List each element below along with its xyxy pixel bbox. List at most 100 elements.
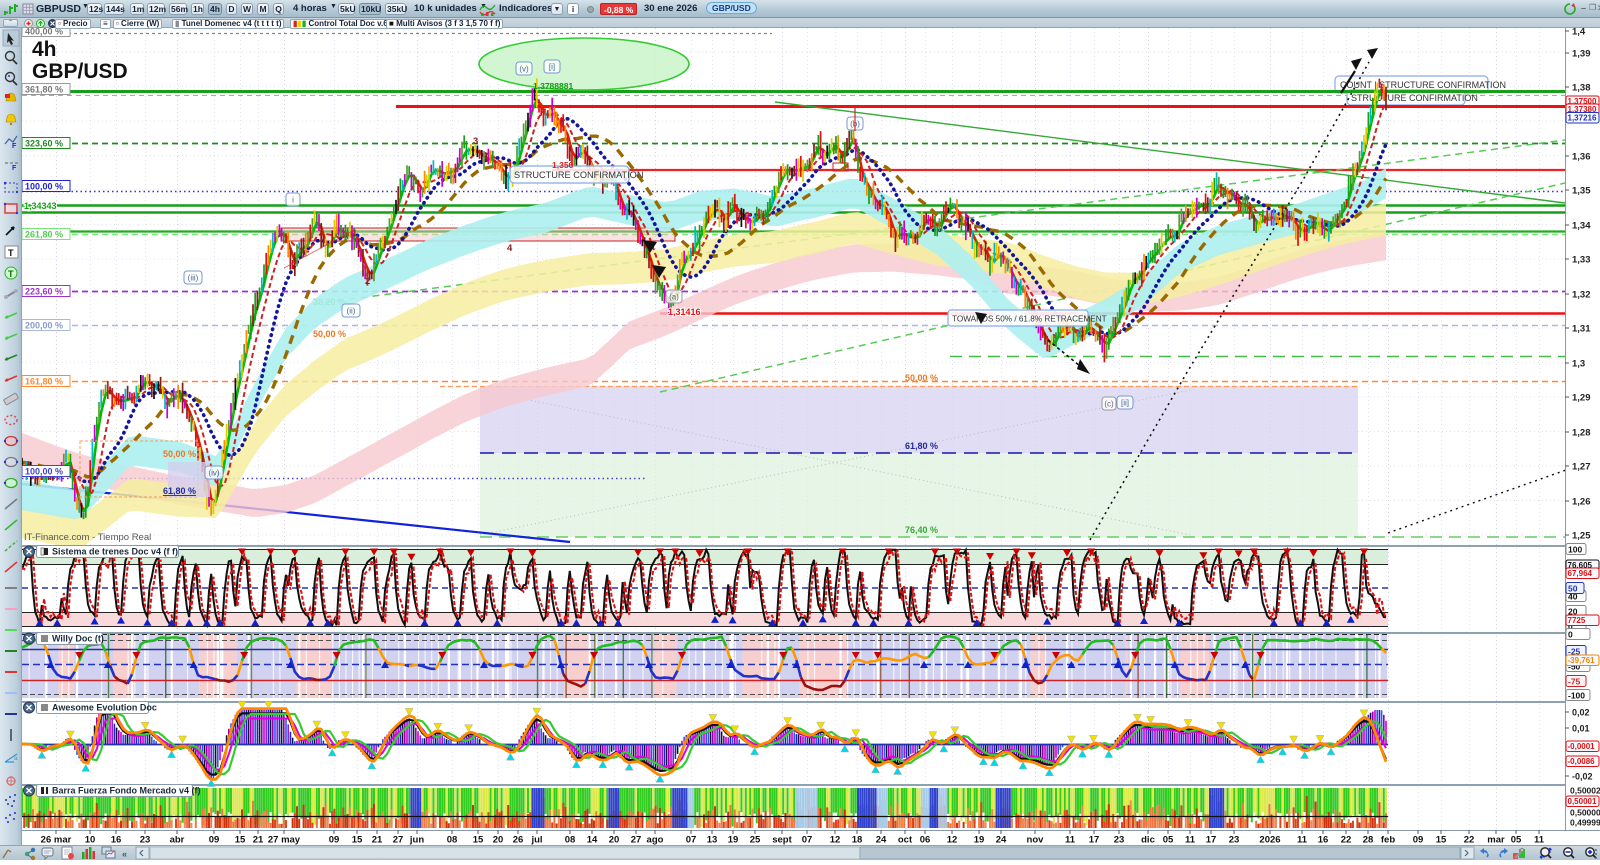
svg-text:19: 19 [974, 835, 985, 846]
svg-text:12: 12 [947, 835, 958, 846]
svg-text:-0,0001: -0,0001 [1568, 742, 1596, 751]
svg-text:20: 20 [1568, 607, 1578, 617]
svg-text:TOWARDS 50% / 61.8% RETRACEMEN: TOWARDS 50% / 61.8% RETRACEMENT [952, 315, 1107, 324]
svg-text:22: 22 [1464, 835, 1475, 846]
svg-text:Willy Doc (t): Willy Doc (t) [52, 634, 104, 644]
svg-text:1,356: 1,356 [552, 160, 574, 170]
svg-text:06: 06 [920, 835, 931, 846]
svg-text:1,39: 1,39 [1572, 49, 1591, 60]
svg-text:161,80 %: 161,80 % [25, 377, 63, 387]
svg-text:(v): (v) [519, 65, 529, 74]
svg-text:25: 25 [750, 835, 761, 846]
svg-text:50,00 %: 50,00 % [905, 373, 938, 383]
svg-text:(iii): (iii) [188, 274, 199, 283]
svg-text:1,34: 1,34 [1572, 221, 1591, 232]
svg-text:17: 17 [1206, 835, 1217, 846]
svg-text:24: 24 [876, 835, 887, 846]
svg-text:mar: mar [1487, 835, 1505, 846]
svg-text:0,50000: 0,50000 [1570, 808, 1600, 818]
svg-text:-0,02: -0,02 [1572, 772, 1593, 782]
svg-text:STRUCTURE CONFIRMATION: STRUCTURE CONFIRMATION [514, 170, 643, 180]
svg-text:2026: 2026 [1259, 835, 1280, 846]
svg-text:1,3: 1,3 [1572, 359, 1585, 370]
svg-text:F: F [12, 143, 17, 150]
svg-text:11: 11 [1297, 835, 1308, 846]
svg-text:1,37380: 1,37380 [1568, 105, 1597, 114]
svg-text:ago: ago [647, 835, 664, 846]
svg-text:-75: -75 [1568, 677, 1581, 687]
svg-text:11: 11 [1185, 835, 1196, 846]
svg-text:08: 08 [565, 835, 576, 846]
svg-text:23: 23 [140, 835, 151, 846]
svg-text:1,32: 1,32 [1572, 290, 1591, 301]
svg-text:Barra Fuerza Fondo Mercado v4: Barra Fuerza Fondo Mercado v4 (f) [52, 786, 201, 796]
svg-text:1,4: 1,4 [1572, 28, 1586, 38]
svg-text:(ii): (ii) [347, 307, 356, 316]
svg-text:1,3788881: 1,3788881 [533, 81, 573, 91]
svg-text:10: 10 [85, 835, 96, 846]
svg-text:4: 4 [507, 243, 513, 254]
svg-text:1,26: 1,26 [1572, 497, 1591, 508]
svg-text:18: 18 [852, 835, 863, 846]
svg-text:15: 15 [235, 835, 246, 846]
svg-text:07: 07 [686, 835, 697, 846]
svg-text:[i]: [i] [549, 63, 555, 72]
svg-text:0,50001: 0,50001 [1568, 797, 1597, 806]
svg-text:07: 07 [802, 835, 813, 846]
svg-text:67,964: 67,964 [1568, 569, 1593, 578]
svg-text:[ii]: [ii] [1121, 399, 1129, 408]
svg-text:15: 15 [352, 835, 363, 846]
svg-text:1,38: 1,38 [1572, 83, 1591, 94]
svg-text:16: 16 [111, 835, 122, 846]
svg-text:27: 27 [393, 835, 404, 846]
svg-text:09: 09 [209, 835, 220, 846]
svg-text:-25: -25 [1568, 647, 1581, 657]
svg-text:F: F [12, 165, 17, 172]
svg-text:0,49999: 0,49999 [1570, 818, 1600, 828]
svg-text:-0,0086: -0,0086 [1568, 757, 1596, 766]
svg-text:0: 0 [1568, 630, 1573, 640]
svg-text:3: 3 [473, 136, 478, 147]
svg-text:0,02: 0,02 [1572, 708, 1590, 718]
svg-text:361,80 %: 361,80 % [25, 85, 63, 95]
svg-text:feb: feb [1381, 835, 1395, 846]
svg-text:jun: jun [409, 835, 424, 846]
svg-text:IT-Finance.com - Tiempo Real: IT-Finance.com - Tiempo Real [24, 532, 151, 543]
svg-text:7725: 7725 [1568, 616, 1586, 625]
svg-text:27: 27 [631, 835, 642, 846]
svg-text:1,29: 1,29 [1572, 393, 1591, 404]
svg-text:Sistema de trenes Doc v4 (f f): Sistema de trenes Doc v4 (f f) [52, 547, 178, 557]
svg-text:1,27: 1,27 [1572, 462, 1591, 473]
svg-text:12: 12 [830, 835, 841, 846]
svg-text:11: 11 [1534, 835, 1545, 846]
svg-text:0: 0 [1568, 622, 1573, 632]
svg-text:20: 20 [609, 835, 620, 846]
svg-text:1,28: 1,28 [1572, 428, 1591, 439]
svg-text:T: T [8, 248, 14, 258]
svg-text:76,605: 76,605 [1568, 561, 1593, 570]
svg-text:sept: sept [772, 835, 792, 846]
svg-text:abr: abr [170, 835, 185, 846]
svg-text:200,00 %: 200,00 % [25, 321, 63, 331]
svg-text:COUNT | STRUCTURE CONFIRMATION: COUNT | STRUCTURE CONFIRMATION [1340, 80, 1506, 90]
svg-text:323,60 %: 323,60 % [25, 139, 63, 149]
svg-text:-50: -50 [1568, 662, 1581, 672]
svg-text:100,00 %: 100,00 % [25, 182, 63, 192]
svg-text:16: 16 [1318, 835, 1329, 846]
svg-text:61,80 %: 61,80 % [163, 486, 196, 496]
svg-text:1,34343: 1,34343 [24, 201, 57, 211]
svg-text:20: 20 [493, 835, 504, 846]
svg-text:1,33: 1,33 [1572, 255, 1591, 266]
svg-text:(c): (c) [1104, 400, 1114, 409]
svg-text:14: 14 [587, 835, 598, 846]
svg-text:oct: oct [898, 835, 913, 846]
svg-text:05: 05 [1163, 835, 1174, 846]
svg-text:STRUCTURE CONFIRMATION: STRUCTURE CONFIRMATION [1351, 93, 1478, 103]
svg-text:40: 40 [1568, 592, 1578, 602]
svg-text:1,37216: 1,37216 [1568, 114, 1597, 123]
svg-text:23: 23 [1114, 835, 1125, 846]
svg-text:T: T [8, 269, 14, 279]
svg-text:100: 100 [1568, 545, 1582, 555]
svg-text:i: i [292, 196, 294, 205]
svg-text:50,00 %: 50,00 % [313, 329, 346, 339]
